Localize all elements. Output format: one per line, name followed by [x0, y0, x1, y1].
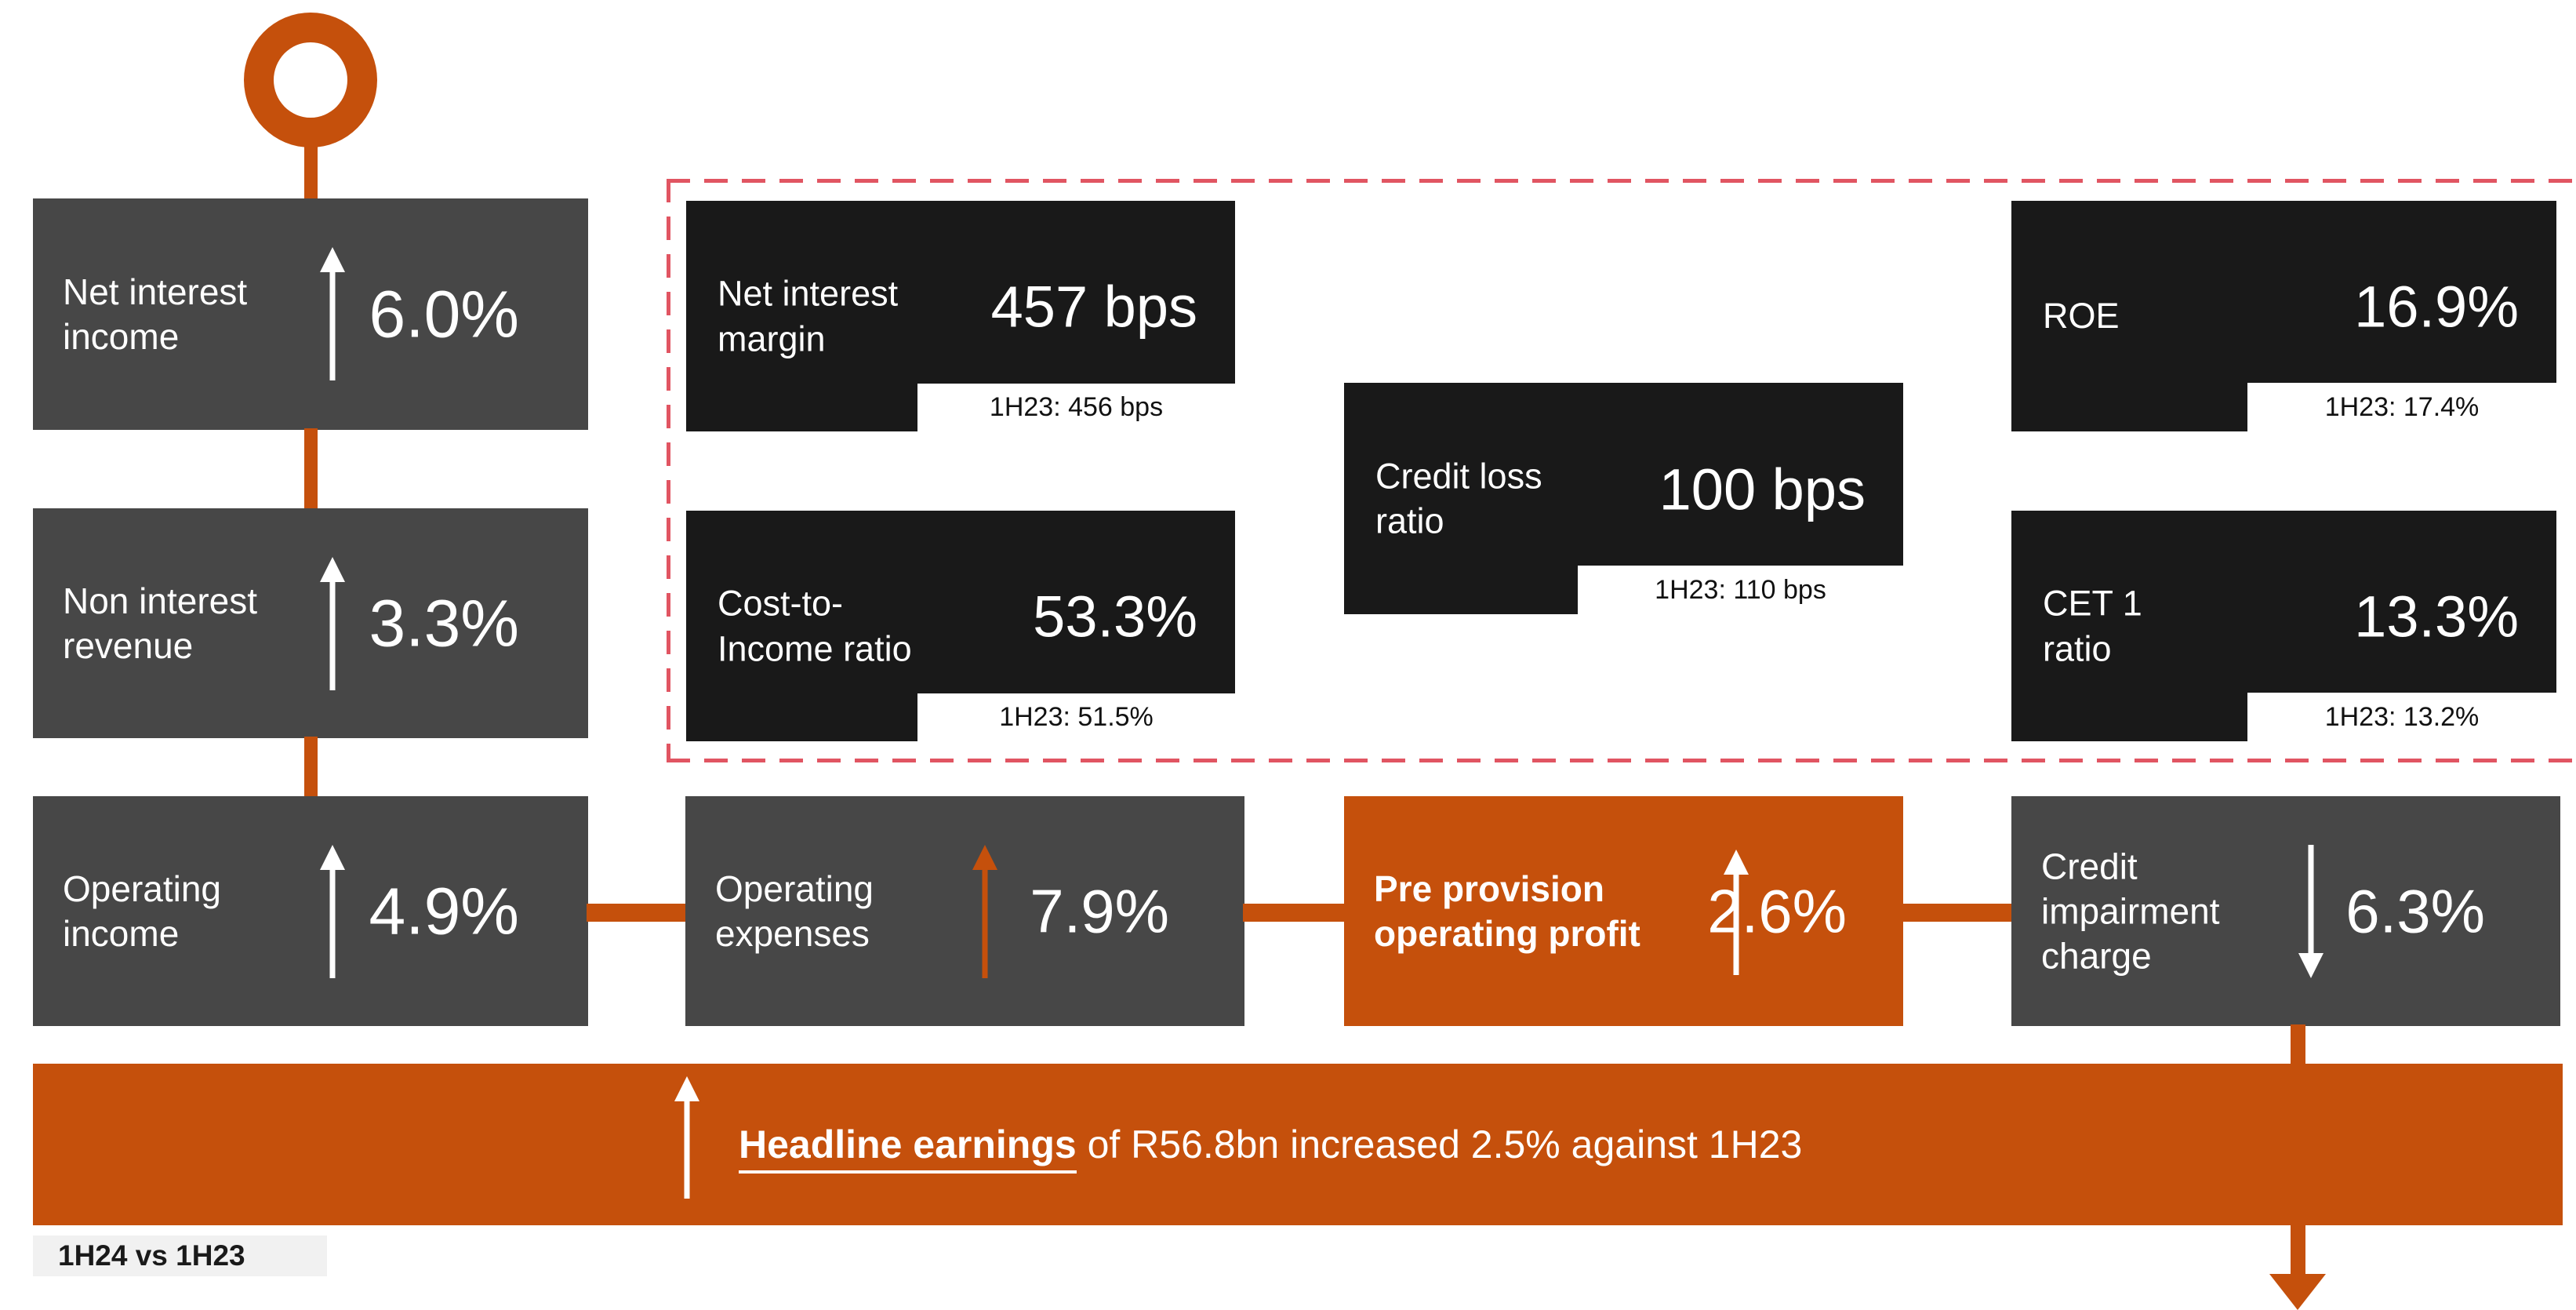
- flow-box-label: Pre provision operating profit: [1374, 868, 1640, 954]
- kpi-label: Cost-to- Income ratio: [718, 583, 912, 668]
- flow-box-credit-impairment-charge: Credit impairment charge 6.3%: [2011, 796, 2560, 1026]
- connector-horizontal: [587, 904, 689, 922]
- flow-box-label: Operating expenses: [715, 868, 874, 954]
- kpi-prior-notch: 1H23: 51.5%: [917, 693, 1235, 741]
- kpi-prior-notch: 1H23: 456 bps: [917, 384, 1235, 431]
- kpi-label: CET 1 ratio: [2043, 583, 2142, 668]
- flow-box-label: Credit impairment charge: [2041, 845, 2220, 977]
- down-arrow-icon: [2287, 845, 2334, 978]
- connector-horizontal: [1902, 904, 2013, 922]
- kpi-value: 16.9%: [2354, 274, 2519, 340]
- headline-earnings-emphasis: Headline earnings: [739, 1123, 1077, 1174]
- headline-earnings-banner: Headline earnings of R56.8bn increased 2…: [33, 1064, 2563, 1225]
- kpi-value: 457 bps: [990, 274, 1197, 340]
- flow-box-value: 4.9%: [369, 874, 519, 948]
- kpi-region-dashed-border-bottom: [667, 759, 2576, 762]
- connector-vertical: [304, 428, 318, 510]
- kpi-label: Credit loss ratio: [1375, 455, 1542, 541]
- kpi-region-dashed-border-left: [667, 179, 670, 762]
- kpi-prior-notch: 1H23: 13.2%: [2247, 693, 2556, 741]
- kpi-label: Net interest margin: [718, 273, 899, 358]
- flow-box-operating-expenses: Operating expenses 7.9%: [685, 796, 1244, 1026]
- flow-box-value: 6.3%: [2345, 876, 2485, 945]
- connector-vertical: [304, 737, 318, 798]
- period-tag-label: 1H24 vs 1H23: [58, 1239, 245, 1272]
- kpi-prior-notch: 1H23: 110 bps: [1578, 566, 1903, 614]
- up-arrow-icon: [309, 557, 356, 690]
- connector-vertical: [2291, 1224, 2305, 1280]
- flow-box-non-interest-revenue: Non interest revenue 3.3%: [33, 508, 588, 738]
- up-arrow-icon: [663, 1076, 710, 1199]
- down-arrowhead-icon: [2269, 1274, 2326, 1310]
- kpi-box-net-interest-margin: Net interest margin 457 bps 1H23: 456 bp…: [686, 201, 1235, 431]
- kpi-box-roe: ROE 16.9% 1H23: 17.4%: [2011, 201, 2556, 431]
- kpi-box-cet1-ratio: CET 1 ratio 13.3% 1H23: 13.2%: [2011, 511, 2556, 741]
- flow-start-ring-icon: [244, 13, 377, 147]
- kpi-value: 53.3%: [1033, 584, 1197, 650]
- headline-earnings-rest: of R56.8bn increased 2.5% against 1H23: [1076, 1123, 1803, 1166]
- kpi-box-credit-loss-ratio: Credit loss ratio 100 bps 1H23: 110 bps: [1344, 383, 1903, 614]
- connector-vertical: [304, 144, 318, 201]
- kpi-prior-value: 1H23: 51.5%: [999, 702, 1154, 732]
- flow-box-operating-income: Operating income 4.9%: [33, 796, 588, 1026]
- kpi-prior-notch: 1H23: 17.4%: [2247, 383, 2556, 431]
- flow-box-value: 7.9%: [1030, 876, 1169, 945]
- flow-box-value: 2.6%: [1707, 876, 1847, 945]
- kpi-label: ROE: [2043, 296, 2120, 337]
- period-tag: 1H24 vs 1H23: [33, 1235, 327, 1276]
- flow-box-value: 6.0%: [369, 277, 519, 351]
- connector-horizontal: [1243, 904, 1346, 922]
- flow-box-value: 3.3%: [369, 586, 519, 660]
- kpi-prior-value: 1H23: 13.2%: [2324, 701, 2480, 732]
- flow-box-net-interest-income: Net interest income 6.0%: [33, 198, 588, 430]
- kpi-prior-value: 1H23: 17.4%: [2324, 391, 2480, 422]
- up-arrow-icon: [961, 845, 1008, 978]
- kpi-value: 100 bps: [1659, 457, 1866, 522]
- kpi-box-cost-to-income-ratio: Cost-to- Income ratio 53.3% 1H23: 51.5%: [686, 511, 1235, 741]
- headline-earnings-text: Headline earnings of R56.8bn increased 2…: [739, 1122, 1803, 1174]
- kpi-region-dashed-border-top: [667, 179, 2576, 183]
- up-arrow-icon: [309, 845, 356, 978]
- kpi-value: 13.3%: [2354, 584, 2519, 650]
- up-arrow-icon: [309, 247, 356, 380]
- connector-vertical: [2291, 1024, 2305, 1065]
- kpi-prior-value: 1H23: 456 bps: [989, 392, 1164, 422]
- kpi-prior-value: 1H23: 110 bps: [1655, 574, 1826, 605]
- flow-box-label: Net interest income: [63, 271, 248, 357]
- flow-box-label: Non interest revenue: [63, 580, 258, 666]
- flow-box-pre-provision-operating-profit: Pre provision operating profit 2.6%: [1344, 796, 1903, 1026]
- flow-box-label: Operating income: [63, 868, 222, 954]
- up-arrow-icon: [1713, 850, 1760, 975]
